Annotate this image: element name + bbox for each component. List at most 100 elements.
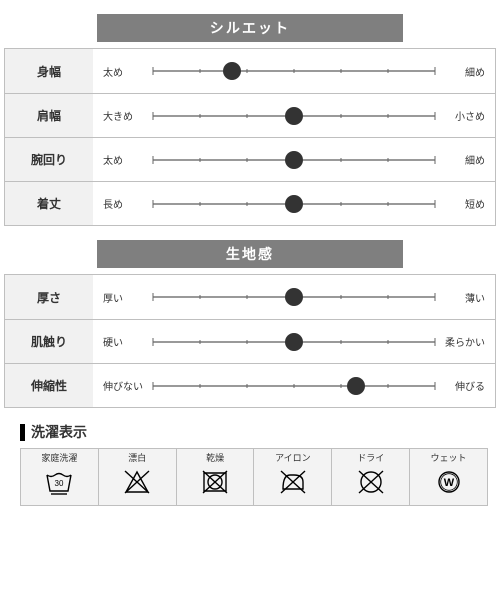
left-label: 長め	[103, 196, 145, 211]
right-label: 柔らかい	[443, 334, 485, 349]
table-row: 肌触り硬い 柔らかい	[5, 319, 495, 363]
slider	[153, 62, 435, 80]
tick-minor	[341, 340, 342, 344]
right-label: 細め	[443, 64, 485, 79]
attribute-table: 身幅太め細め肩幅大きめ小さめ腕回り太め細め着丈長め短め	[4, 48, 496, 226]
wash-cell-label: 漂白	[128, 451, 146, 464]
slider-dot	[347, 377, 365, 395]
wash-cell-label: ドライ	[357, 451, 384, 464]
bleach-no-icon	[118, 465, 156, 499]
table-row: 肩幅大きめ 小さめ	[5, 93, 495, 137]
wash-cell-label: アイロン	[275, 451, 311, 464]
title-bar-icon	[20, 424, 25, 441]
tick-end	[153, 200, 154, 208]
tick-end	[153, 293, 154, 301]
tick-minor	[387, 295, 388, 299]
tick-minor	[387, 340, 388, 344]
dry-no-icon	[352, 465, 390, 499]
slider-dot	[285, 151, 303, 169]
row-body: 厚い 薄い	[93, 275, 495, 319]
left-label: 硬い	[103, 334, 145, 349]
tick-end	[435, 338, 436, 346]
tick-minor	[246, 295, 247, 299]
slider	[153, 288, 435, 306]
tick-end	[153, 382, 154, 390]
wash-cell: ウェットW	[410, 449, 487, 505]
left-label: 太め	[103, 152, 145, 167]
tick-minor	[387, 69, 388, 73]
left-label: 厚い	[103, 290, 145, 305]
row-body: 伸びない 伸びる	[93, 364, 495, 407]
tick-minor	[200, 158, 201, 162]
wash-cell: 乾燥	[177, 449, 255, 505]
slider-dot	[285, 333, 303, 351]
tick-minor	[341, 202, 342, 206]
tick-minor	[341, 114, 342, 118]
tick-minor	[200, 295, 201, 299]
tick-end	[153, 67, 154, 75]
tick-minor	[341, 295, 342, 299]
table-row: 着丈長め 短め	[5, 181, 495, 225]
right-label: 小さめ	[443, 108, 485, 123]
tumble-no-icon	[196, 465, 234, 499]
row-label: 厚さ	[5, 275, 93, 319]
slider	[153, 333, 435, 351]
svg-text:30: 30	[55, 479, 64, 488]
right-label: 薄い	[443, 290, 485, 305]
row-body: 長め 短め	[93, 182, 495, 225]
tick-minor	[387, 384, 388, 388]
tick-minor	[246, 69, 247, 73]
tick-minor	[200, 202, 201, 206]
wash-block: 洗濯表示家庭洗濯30 漂白 乾燥 アイロン ドライ ウェットW	[20, 422, 488, 506]
tick-minor	[387, 202, 388, 206]
wash-30-icon: 30	[40, 465, 78, 499]
tick-end	[435, 67, 436, 75]
tick-minor	[246, 384, 247, 388]
row-label: 肩幅	[5, 94, 93, 137]
row-label: 身幅	[5, 49, 93, 93]
attribute-table: 厚さ厚い 薄い肌触り硬い 柔らかい伸縮性伸びない 伸びる	[4, 274, 496, 408]
left-label: 伸びない	[103, 378, 145, 393]
tick-end	[153, 156, 154, 164]
table-row: 伸縮性伸びない 伸びる	[5, 363, 495, 407]
tick-end	[435, 112, 436, 120]
tick-minor	[387, 158, 388, 162]
row-body: 太め 細め	[93, 138, 495, 181]
right-label: 伸びる	[443, 378, 485, 393]
slider-dot	[285, 107, 303, 125]
tick-minor	[246, 340, 247, 344]
tick-end	[153, 338, 154, 346]
tick-minor	[246, 202, 247, 206]
wash-title-text: 洗濯表示	[31, 422, 87, 442]
tick-minor	[294, 69, 295, 73]
slider	[153, 377, 435, 395]
right-label: 短め	[443, 196, 485, 211]
tick-minor	[200, 114, 201, 118]
row-label: 着丈	[5, 182, 93, 225]
tick-end	[435, 200, 436, 208]
wash-cell: 漂白	[99, 449, 177, 505]
slider-dot	[285, 288, 303, 306]
wash-cell: 家庭洗濯30	[21, 449, 99, 505]
tick-minor	[341, 69, 342, 73]
tick-minor	[200, 69, 201, 73]
wash-cell-label: ウェット	[431, 451, 467, 464]
tick-minor	[200, 384, 201, 388]
row-body: 大きめ 小さめ	[93, 94, 495, 137]
left-label: 大きめ	[103, 108, 145, 123]
row-label: 腕回り	[5, 138, 93, 181]
tick-minor	[387, 114, 388, 118]
row-body: 硬い 柔らかい	[93, 320, 495, 363]
wash-title: 洗濯表示	[20, 422, 488, 442]
section-header: 生地感	[97, 240, 403, 268]
tick-end	[435, 382, 436, 390]
row-label: 肌触り	[5, 320, 93, 363]
wash-cell: ドライ	[332, 449, 410, 505]
right-label: 細め	[443, 152, 485, 167]
tick-minor	[341, 158, 342, 162]
iron-no-icon	[274, 465, 312, 499]
row-label: 伸縮性	[5, 364, 93, 407]
section-header: シルエット	[97, 14, 403, 42]
tick-minor	[341, 384, 342, 388]
page-root: シルエット身幅太め細め肩幅大きめ小さめ腕回り太め細め着丈長め短め生地感厚さ厚い薄…	[0, 0, 500, 506]
